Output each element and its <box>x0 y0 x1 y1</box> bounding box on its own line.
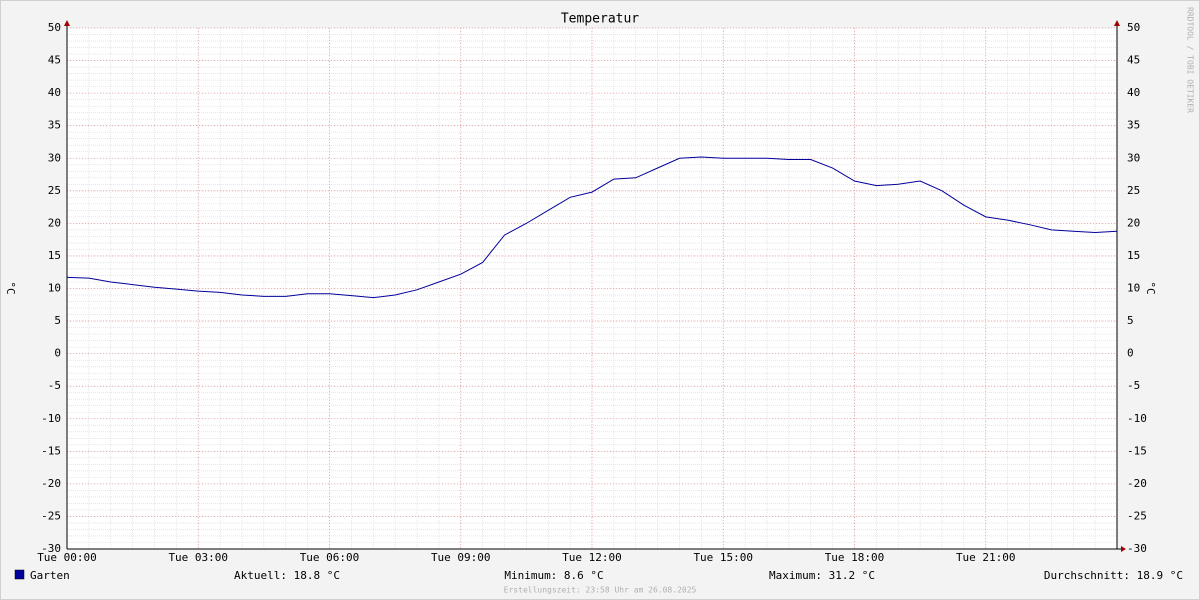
y-tick-label: -5 <box>48 379 61 392</box>
y2-tick-label: 25 <box>1127 184 1140 197</box>
y-tick-label: 50 <box>48 21 61 34</box>
y-tick-label: -10 <box>41 412 61 425</box>
legend-stat: Minimum: 8.6 °C <box>504 569 603 582</box>
y2-tick-label: -10 <box>1127 412 1147 425</box>
y-tick-label: 20 <box>48 216 61 229</box>
y-tick-label: 0 <box>54 347 61 360</box>
y-tick-label: 30 <box>48 151 61 164</box>
y2-tick-label: -20 <box>1127 477 1147 490</box>
y-tick-label: 25 <box>48 184 61 197</box>
x-tick-label: Tue 18:00 <box>825 551 885 564</box>
y2-tick-label: 0 <box>1127 347 1134 360</box>
y2-tick-label: -5 <box>1127 379 1140 392</box>
minor-grid <box>66 27 1118 550</box>
y2-tick-label: 30 <box>1127 151 1140 164</box>
y-tick-label: -30 <box>41 542 61 555</box>
y2-tick-label: -30 <box>1127 542 1147 555</box>
y-axis-label: °C <box>4 281 17 294</box>
chart-title: Temperatur <box>561 12 639 27</box>
legend-label: Garten <box>30 569 70 582</box>
y2-tick-label: 5 <box>1127 314 1134 327</box>
y2-tick-label: -15 <box>1127 444 1147 457</box>
legend-stat: Maximum: 31.2 °C <box>769 569 875 582</box>
y-tick-label: 15 <box>48 249 61 262</box>
x-tick-label: Tue 21:00 <box>956 551 1016 564</box>
legend-stat: Aktuell: 18.8 °C <box>234 569 340 582</box>
y-tick-label: 5 <box>54 314 61 327</box>
x-tick-label: Tue 09:00 <box>431 551 491 564</box>
x-tick-label: Tue 15:00 <box>693 551 753 564</box>
y2-tick-label: 50 <box>1127 21 1140 34</box>
footer: Erstellungszeit: 23:58 Uhr am 26.08.2025 <box>504 586 697 595</box>
y2-tick-label: 35 <box>1127 119 1140 132</box>
y-tick-label: 35 <box>48 119 61 132</box>
watermark: RRDTOOL / TOBI OETIKER <box>1186 7 1195 113</box>
legend-swatch <box>14 569 25 580</box>
y-tick-label: 10 <box>48 282 61 295</box>
y2-tick-label: -25 <box>1127 509 1147 522</box>
y2-tick-label: 45 <box>1127 54 1140 67</box>
legend-stat: Durchschnitt: 18.9 °C <box>1044 569 1183 582</box>
arrow <box>1121 546 1126 552</box>
y-tick-label: -15 <box>41 444 61 457</box>
y2-axis-label: °C <box>1144 281 1157 294</box>
y2-tick-label: 40 <box>1127 86 1140 99</box>
y2-tick-label: 20 <box>1127 216 1140 229</box>
y2-tick-label: 15 <box>1127 249 1140 262</box>
line-series <box>66 156 1118 299</box>
y-tick-label: -25 <box>41 509 61 522</box>
x-tick-label: Tue 06:00 <box>300 551 360 564</box>
y-tick-label: 40 <box>48 86 61 99</box>
y-tick-label: -20 <box>41 477 61 490</box>
arrow <box>1114 20 1120 26</box>
x-tick-label: Tue 12:00 <box>562 551 622 564</box>
arrow <box>64 20 70 26</box>
y-tick-label: 45 <box>48 54 61 67</box>
x-tick-label: Tue 00:00 <box>37 551 97 564</box>
y2-tick-label: 10 <box>1127 282 1140 295</box>
x-tick-label: Tue 03:00 <box>168 551 228 564</box>
